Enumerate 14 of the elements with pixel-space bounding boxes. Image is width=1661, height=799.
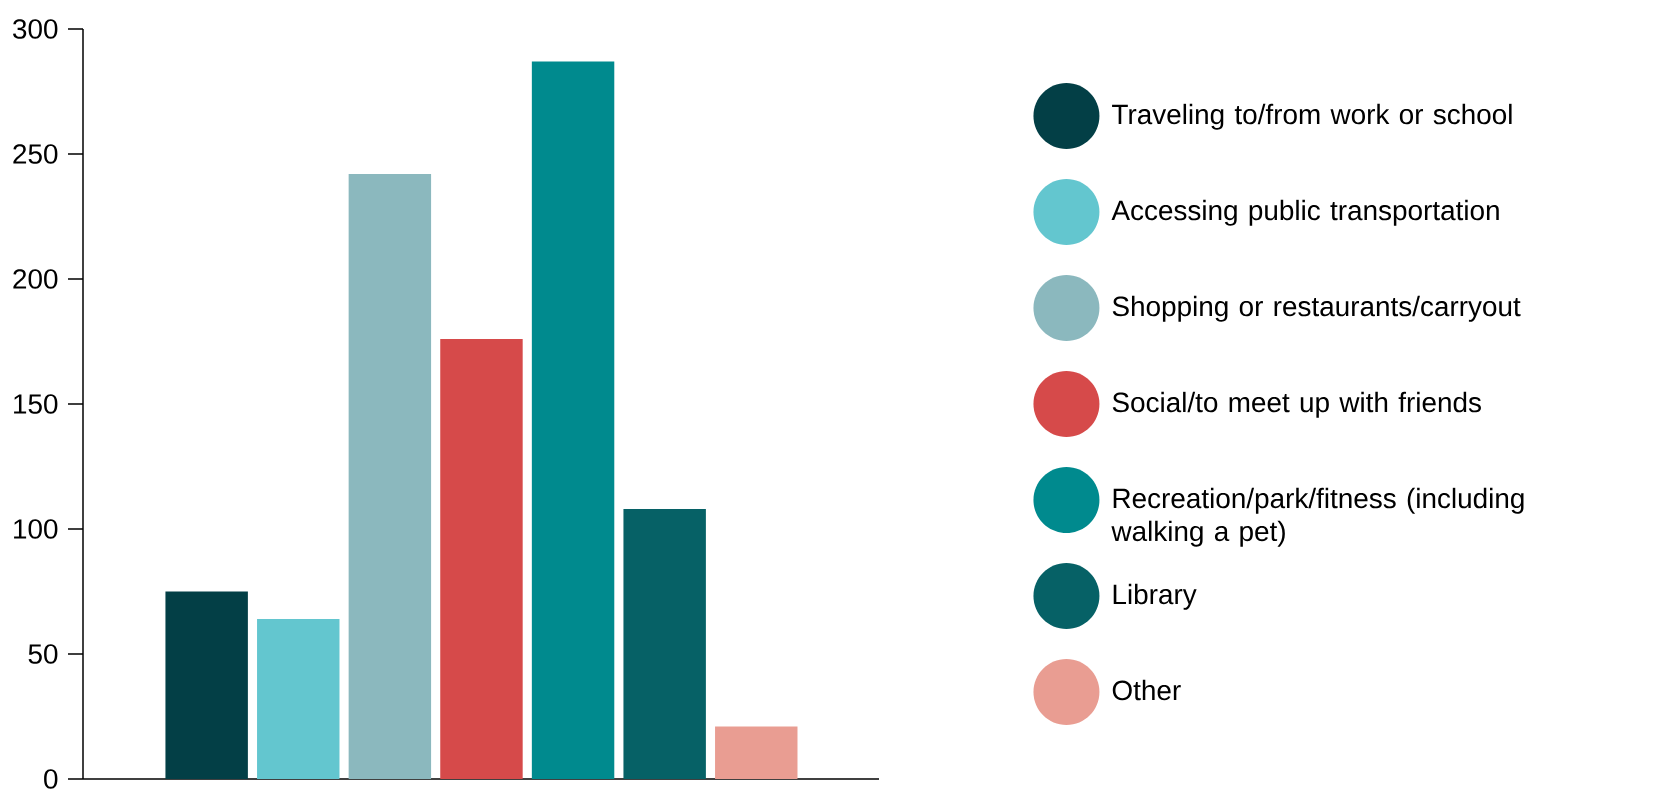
legend-label: Shopping or restaurants/carryout: [1112, 295, 1521, 322]
legend-label: Social/to meet up with friends: [1112, 391, 1481, 418]
y-tick-label: 200: [13, 269, 58, 289]
y-tick-label: 250: [13, 144, 58, 164]
legend-label: Recreation/park/fitness (including walking a pet): [1111, 487, 1524, 547]
legend-label: Accessing public transportation: [1111, 199, 1499, 226]
legend-label: Library: [1113, 583, 1197, 610]
legend-label: Traveling to/from work or school: [1112, 103, 1512, 130]
y-tick-label: 0: [44, 769, 58, 789]
y-tick-label: 50: [28, 644, 58, 664]
y-tick-label: 300: [13, 19, 58, 39]
y-tick-label: 100: [14, 519, 58, 539]
legend-label: Other: [1112, 679, 1181, 701]
y-tick-label: 150: [14, 394, 58, 414]
